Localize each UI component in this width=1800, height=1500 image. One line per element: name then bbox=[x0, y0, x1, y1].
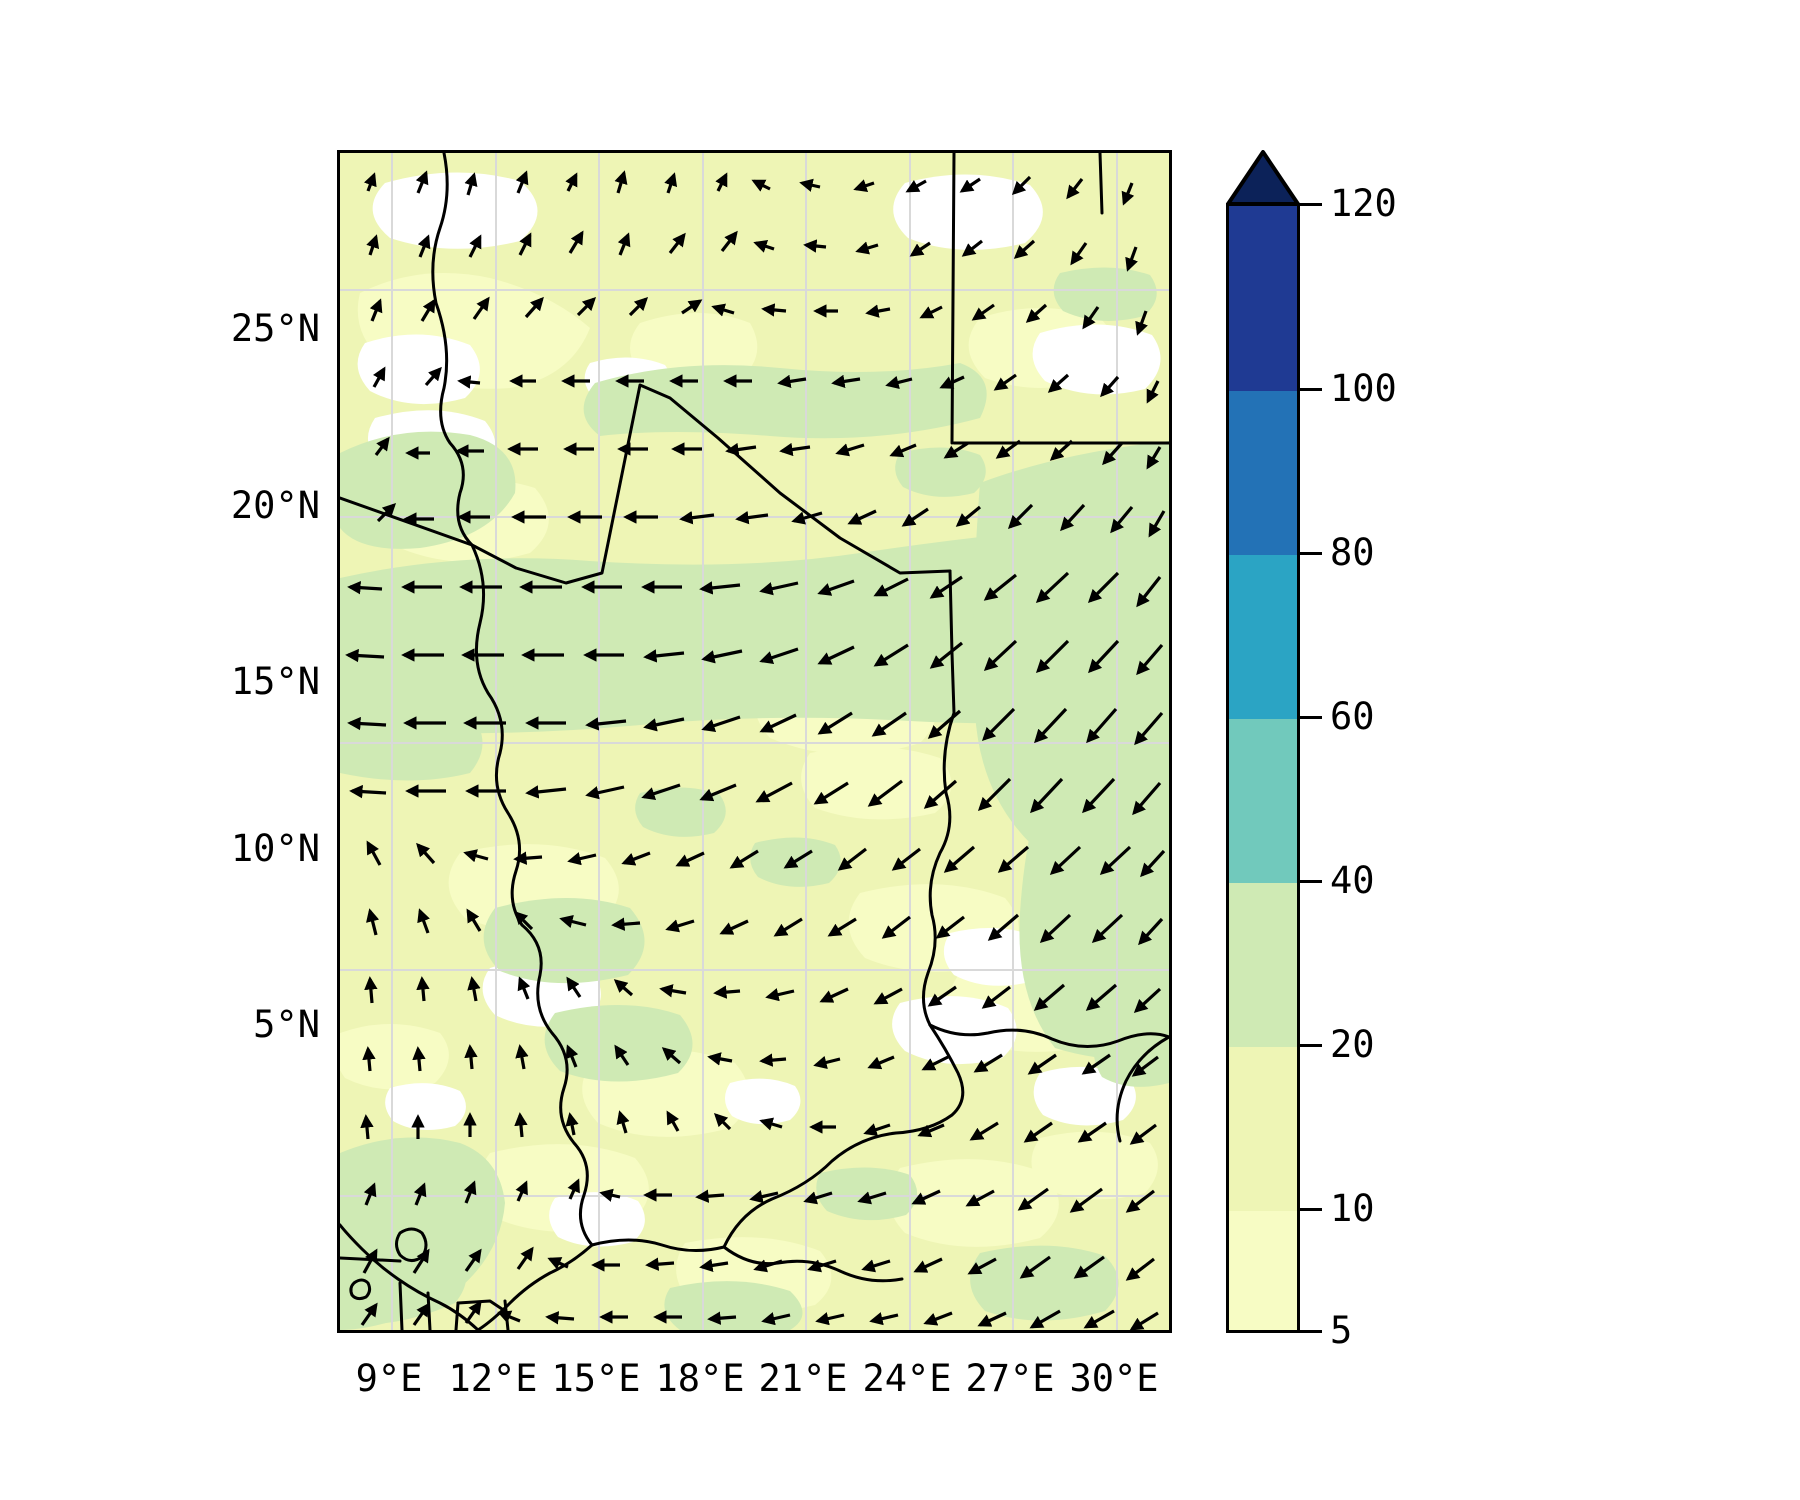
x-axis-label-12E: 12°E bbox=[448, 1357, 538, 1400]
colorbar-gradient bbox=[1226, 203, 1300, 1333]
colorbar-segment-5-10 bbox=[1229, 1211, 1297, 1330]
x-axis-label-9E: 9°E bbox=[355, 1357, 423, 1400]
colorbar-tick-60 bbox=[1300, 716, 1322, 719]
map-panel bbox=[337, 150, 1172, 1333]
x-axis-label-27E: 27°E bbox=[965, 1357, 1055, 1400]
y-axis-label-5N: 5°N bbox=[253, 1003, 320, 1046]
colorbar-tick-5 bbox=[1300, 1330, 1322, 1333]
colorbar-label-10: 10 bbox=[1330, 1187, 1375, 1230]
colorbar: 120 100 80 60 40 20 10 5 bbox=[1226, 150, 1397, 1349]
colorbar-segment-10-20 bbox=[1229, 1047, 1297, 1211]
colorbar-segment-40-60 bbox=[1229, 719, 1297, 883]
y-axis-label-10N: 10°N bbox=[230, 827, 320, 870]
colorbar-label-120: 120 bbox=[1330, 182, 1397, 225]
y-axis-label-25N: 25°N bbox=[230, 307, 320, 350]
colorbar-label-5: 5 bbox=[1330, 1309, 1353, 1352]
x-axis-label-30E: 30°E bbox=[1069, 1357, 1159, 1400]
colorbar-tick-120 bbox=[1300, 203, 1322, 206]
colorbar-label-40: 40 bbox=[1330, 859, 1375, 902]
colorbar-tick-10 bbox=[1300, 1208, 1322, 1211]
colorbar-segment-80-100 bbox=[1229, 391, 1297, 555]
y-axis-label-20N: 20°N bbox=[230, 484, 320, 527]
y-axis-label-15N: 15°N bbox=[230, 660, 320, 703]
colorbar-tick-80 bbox=[1300, 552, 1322, 555]
colorbar-tick-20 bbox=[1300, 1044, 1322, 1047]
x-axis-label-24E: 24°E bbox=[862, 1357, 952, 1400]
colorbar-label-80: 80 bbox=[1330, 531, 1375, 574]
colorbar-label-100: 100 bbox=[1330, 367, 1397, 410]
colorbar-segment-60-80 bbox=[1229, 555, 1297, 719]
colorbar-segment-20-40 bbox=[1229, 883, 1297, 1047]
colorbar-tick-40 bbox=[1300, 880, 1322, 883]
colorbar-label-60: 60 bbox=[1330, 695, 1375, 738]
country-borders bbox=[340, 153, 1169, 1330]
x-axis-label-21E: 21°E bbox=[758, 1357, 848, 1400]
colorbar-segment-100-120 bbox=[1229, 206, 1297, 391]
map-plot-area bbox=[340, 153, 1169, 1330]
colorbar-tick-100 bbox=[1300, 388, 1322, 391]
x-axis-label-18E: 18°E bbox=[655, 1357, 745, 1400]
colorbar-extend-max-arrow bbox=[1226, 150, 1300, 206]
map-svg bbox=[340, 153, 1169, 1330]
wind-vector-field bbox=[345, 170, 1166, 1330]
colorbar-label-20: 20 bbox=[1330, 1023, 1375, 1066]
x-axis-label-15E: 15°E bbox=[551, 1357, 641, 1400]
map-border bbox=[337, 150, 1172, 1333]
